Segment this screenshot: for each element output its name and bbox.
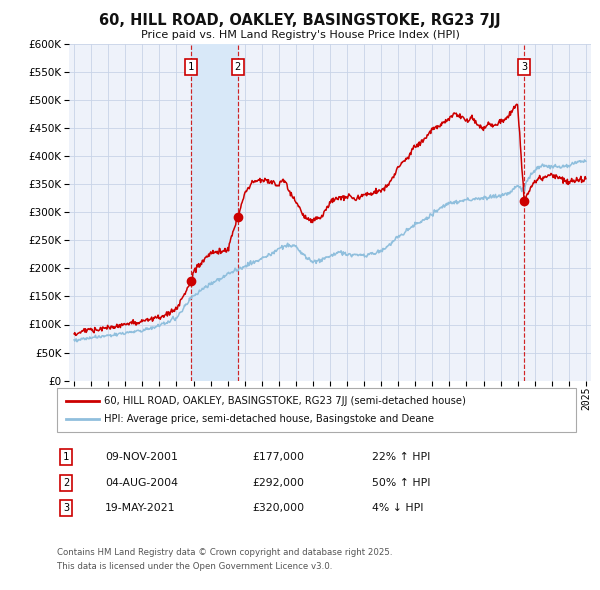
Text: HPI: Average price, semi-detached house, Basingstoke and Deane: HPI: Average price, semi-detached house,… [104,415,434,424]
Text: This data is licensed under the Open Government Licence v3.0.: This data is licensed under the Open Gov… [57,562,332,571]
Text: 22% ↑ HPI: 22% ↑ HPI [372,453,430,462]
Text: £320,000: £320,000 [252,503,304,513]
Text: 2: 2 [235,62,241,71]
Text: 3: 3 [63,503,69,513]
Text: 4% ↓ HPI: 4% ↓ HPI [372,503,424,513]
Text: 04-AUG-2004: 04-AUG-2004 [105,478,178,487]
Text: 60, HILL ROAD, OAKLEY, BASINGSTOKE, RG23 7JJ (semi-detached house): 60, HILL ROAD, OAKLEY, BASINGSTOKE, RG23… [104,396,466,406]
Text: 19-MAY-2021: 19-MAY-2021 [105,503,176,513]
Text: £292,000: £292,000 [252,478,304,487]
Text: Contains HM Land Registry data © Crown copyright and database right 2025.: Contains HM Land Registry data © Crown c… [57,548,392,556]
Text: 50% ↑ HPI: 50% ↑ HPI [372,478,431,487]
Bar [191,44,238,381]
Text: Price paid vs. HM Land Registry's House Price Index (HPI): Price paid vs. HM Land Registry's House … [140,30,460,40]
Text: £177,000: £177,000 [252,453,304,462]
Text: 3: 3 [521,62,527,71]
Text: 09-NOV-2001: 09-NOV-2001 [105,453,178,462]
Text: 2: 2 [63,478,69,487]
Text: 1: 1 [63,453,69,462]
Text: 1: 1 [188,62,194,71]
Text: 60, HILL ROAD, OAKLEY, BASINGSTOKE, RG23 7JJ: 60, HILL ROAD, OAKLEY, BASINGSTOKE, RG23… [99,13,501,28]
